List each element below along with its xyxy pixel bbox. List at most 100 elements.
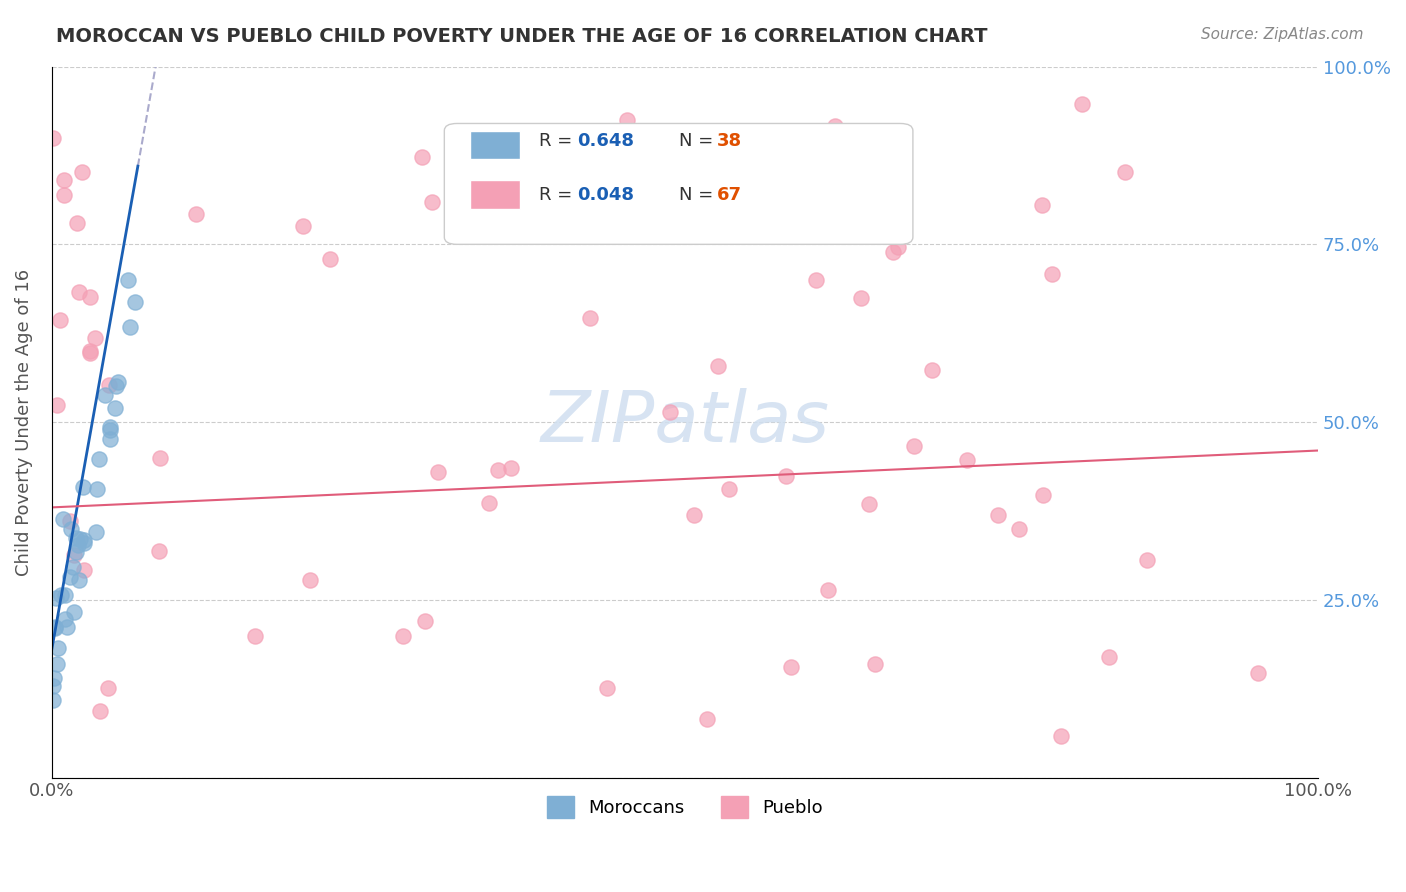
Pueblo (420, 194, 443, 209)
Moroccans (65, 531, 87, 545)
Pueblo (73, 563, 96, 577)
Pueblo (97, 681, 120, 695)
Pueblo (70, 165, 93, 179)
Pueblo (921, 363, 943, 377)
Text: N =: N = (679, 132, 718, 150)
Pueblo (319, 252, 342, 266)
Moroccans (124, 295, 146, 310)
Pueblo (903, 439, 925, 453)
Pueblo (1136, 553, 1159, 567)
Moroccans (66, 538, 89, 552)
Moroccans (118, 319, 141, 334)
Pueblo (817, 582, 839, 597)
Y-axis label: Child Poverty Under the Age of 16: Child Poverty Under the Age of 16 (15, 268, 32, 575)
Moroccans (52, 512, 75, 526)
Pueblo (956, 452, 979, 467)
Pueblo (486, 463, 509, 477)
Pueblo (1040, 267, 1063, 281)
Pueblo (779, 660, 801, 674)
Pueblo (392, 629, 415, 643)
Pueblo (658, 405, 681, 419)
Moroccans (98, 432, 121, 446)
Pueblo (858, 497, 880, 511)
Text: ZIPatlas: ZIPatlas (540, 388, 830, 457)
Pueblo (63, 548, 86, 562)
Pueblo (616, 112, 638, 127)
Pueblo (987, 508, 1010, 522)
Pueblo (882, 245, 904, 260)
Pueblo (98, 378, 121, 392)
Pueblo (501, 461, 523, 475)
Moroccans (89, 451, 111, 466)
Pueblo (1247, 666, 1270, 681)
Pueblo (67, 285, 90, 299)
Moroccans (93, 387, 115, 401)
Pueblo (775, 468, 797, 483)
Pueblo (1008, 523, 1031, 537)
Moroccans (42, 679, 65, 693)
Pueblo (427, 465, 450, 479)
Pueblo (79, 290, 101, 304)
Moroccans (44, 621, 66, 635)
Moroccans (72, 535, 94, 549)
Pueblo (184, 207, 207, 221)
Moroccans (44, 620, 66, 634)
Pueblo (863, 657, 886, 672)
Pueblo (52, 173, 75, 187)
Text: 67: 67 (717, 186, 741, 203)
Moroccans (107, 375, 129, 389)
FancyBboxPatch shape (470, 130, 520, 159)
Pueblo (596, 681, 619, 695)
Legend: Moroccans, Pueblo: Moroccans, Pueblo (540, 789, 830, 825)
Moroccans (69, 533, 91, 547)
Moroccans (46, 640, 69, 655)
Pueblo (579, 310, 602, 325)
Text: 0.648: 0.648 (578, 132, 634, 150)
FancyBboxPatch shape (470, 180, 520, 209)
Pueblo (298, 573, 321, 587)
Pueblo (411, 150, 433, 164)
Pueblo (703, 144, 725, 158)
Pueblo (721, 149, 744, 163)
Pueblo (1071, 97, 1094, 112)
Text: R =: R = (540, 186, 578, 203)
Text: R =: R = (540, 132, 578, 150)
Pueblo (1031, 198, 1053, 212)
Moroccans (49, 588, 72, 602)
Moroccans (104, 401, 127, 415)
Moroccans (42, 671, 65, 685)
Pueblo (887, 240, 910, 254)
Pueblo (79, 343, 101, 358)
Text: N =: N = (679, 186, 718, 203)
Pueblo (49, 313, 72, 327)
Pueblo (682, 508, 704, 523)
Pueblo (718, 482, 741, 496)
Moroccans (42, 692, 65, 706)
Pueblo (46, 398, 69, 412)
Moroccans (98, 423, 121, 437)
Pueblo (66, 216, 89, 230)
Pueblo (42, 130, 65, 145)
Pueblo (1049, 729, 1071, 743)
Pueblo (53, 187, 76, 202)
Pueblo (83, 331, 105, 345)
Moroccans (45, 591, 67, 606)
Pueblo (824, 119, 846, 133)
Pueblo (478, 496, 501, 510)
Moroccans (98, 419, 121, 434)
Text: Source: ZipAtlas.com: Source: ZipAtlas.com (1201, 27, 1364, 42)
Moroccans (59, 570, 82, 584)
Pueblo (707, 359, 730, 373)
Moroccans (62, 605, 84, 619)
Text: 38: 38 (717, 132, 742, 150)
Moroccans (105, 379, 128, 393)
Pueblo (1032, 488, 1054, 502)
Pueblo (696, 712, 718, 726)
Moroccans (72, 480, 94, 494)
Text: 0.048: 0.048 (578, 186, 634, 203)
Moroccans (73, 533, 96, 548)
Moroccans (59, 523, 82, 537)
Moroccans (45, 657, 67, 671)
Pueblo (804, 273, 827, 287)
Moroccans (53, 588, 76, 602)
